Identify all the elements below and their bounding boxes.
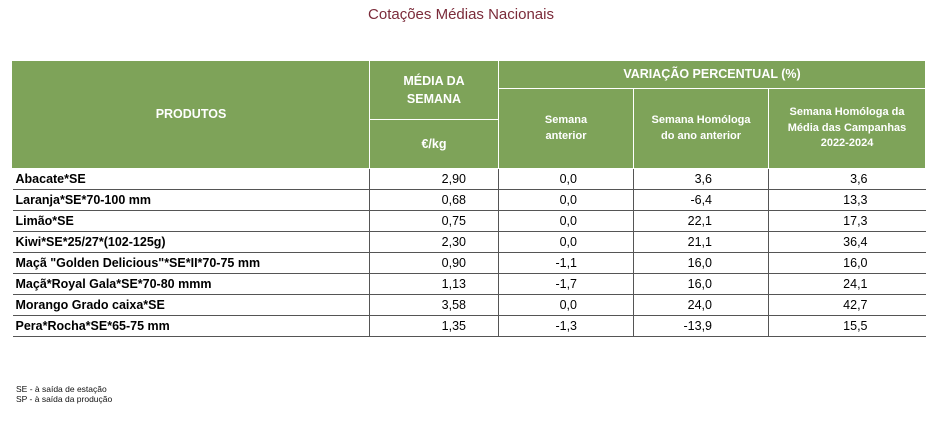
table-row: Laranja*SE*70-100 mm 0,68 0,0 -6,4 13,3 <box>12 189 926 211</box>
header-campaign-average: Semana Homóloga da Média das Campanhas 2… <box>767 88 927 169</box>
homologous-week-variation: -6,4 <box>633 189 769 211</box>
previous-week-variation: 0,0 <box>498 294 634 316</box>
weekly-average-value: 3,58 <box>369 294 499 316</box>
header-campaign-average-line2: Média das Campanhas <box>787 121 907 134</box>
header-weekly-average-line1: MÉDIA DA <box>403 73 465 88</box>
weekly-average-value: 1,13 <box>369 273 499 295</box>
campaign-average-variation: 13,3 <box>767 189 926 211</box>
legend-line-se: SE - à saída de estação <box>16 384 107 394</box>
header-products: PRODUTOS <box>12 60 370 169</box>
product-name: Maçã "Golden Delicious"*SE*II*70-75 mm <box>12 252 370 274</box>
previous-week-variation: 0,0 <box>498 231 634 253</box>
header-previous-week-line1: Semana <box>544 113 588 126</box>
weekly-average-value: 0,75 <box>369 210 499 232</box>
weekly-average-value: 2,90 <box>369 168 499 190</box>
table-row: Kiwi*SE*25/27*(102-125g) 2,30 0,0 21,1 3… <box>12 231 926 253</box>
header-weekly-average-line2: SEMANA <box>406 92 462 106</box>
header-previous-week-line2: anterior <box>545 129 587 142</box>
legend: SE - à saída de estação SP - à saída da … <box>16 384 112 404</box>
table-row: Morango Grado caixa*SE 3,58 0,0 24,0 42,… <box>12 294 926 316</box>
previous-week-variation: 0,0 <box>498 210 634 232</box>
homologous-week-variation: 3,6 <box>633 168 769 190</box>
previous-week-variation: -1,1 <box>498 252 634 274</box>
previous-week-variation: 0,0 <box>498 168 634 190</box>
table-row: Limão*SE 0,75 0,0 22,1 17,3 <box>12 210 926 232</box>
product-name: Abacate*SE <box>12 168 370 190</box>
header-homologous-week: Semana Homóloga do ano anterior <box>633 88 769 169</box>
previous-week-variation: -1,7 <box>498 273 634 295</box>
campaign-average-variation: 42,7 <box>767 294 926 316</box>
homologous-week-variation: -13,9 <box>633 315 769 337</box>
campaign-average-variation: 17,3 <box>767 210 926 232</box>
campaign-average-variation: 24,1 <box>767 273 926 295</box>
campaign-average-variation: 3,6 <box>767 168 926 190</box>
homologous-week-variation: 22,1 <box>633 210 769 232</box>
previous-week-variation: 0,0 <box>498 189 634 211</box>
homologous-week-variation: 16,0 <box>633 252 769 274</box>
product-name: Kiwi*SE*25/27*(102-125g) <box>12 231 370 253</box>
homologous-week-variation: 16,0 <box>633 273 769 295</box>
weekly-average-value: 0,68 <box>369 189 499 211</box>
header-homologous-week-line1: Semana Homóloga <box>651 113 751 126</box>
previous-week-variation: -1,3 <box>498 315 634 337</box>
table-row: Maçã "Golden Delicious"*SE*II*70-75 mm 0… <box>12 252 926 274</box>
product-name: Pera*Rocha*SE*65-75 mm <box>12 315 370 337</box>
weekly-average-value: 1,35 <box>369 315 499 337</box>
header-campaign-average-line1: Semana Homóloga da <box>789 105 905 118</box>
product-name: Laranja*SE*70-100 mm <box>12 189 370 211</box>
product-name: Morango Grado caixa*SE <box>12 294 370 316</box>
product-name: Limão*SE <box>12 210 370 232</box>
campaign-average-variation: 36,4 <box>767 231 926 253</box>
table-row: Pera*Rocha*SE*65-75 mm 1,35 -1,3 -13,9 1… <box>12 315 926 337</box>
header-campaign-average-line3: 2022-2024 <box>820 137 874 150</box>
table-row: Abacate*SE 2,90 0,0 3,6 3,6 <box>12 168 926 190</box>
product-name: Maçã*Royal Gala*SE*70-80 mmm <box>12 273 370 295</box>
campaign-average-variation: 16,0 <box>767 252 926 274</box>
header-previous-week: Semana anterior <box>498 88 634 169</box>
weekly-average-value: 0,90 <box>369 252 499 274</box>
header-unit: €/kg <box>369 119 499 169</box>
table-row: Maçã*Royal Gala*SE*70-80 mmm 1,13 -1,7 1… <box>12 273 926 295</box>
homologous-week-variation: 24,0 <box>633 294 769 316</box>
weekly-average-value: 2,30 <box>369 231 499 253</box>
page-title: Cotações Médias Nacionais <box>368 6 554 23</box>
header-percent-variation: VARIAÇÃO PERCENTUAL (%) <box>497 60 927 89</box>
header-weekly-average: MÉDIA DA SEMANA <box>369 60 499 120</box>
legend-line-sp: SP - à saída da produção <box>16 394 113 404</box>
homologous-week-variation: 21,1 <box>633 231 769 253</box>
prices-table: PRODUTOS MÉDIA DA SEMANA VARIAÇÃO PERCEN… <box>12 60 927 337</box>
campaign-average-variation: 15,5 <box>767 315 926 337</box>
header-homologous-week-line2: do ano anterior <box>660 129 742 142</box>
